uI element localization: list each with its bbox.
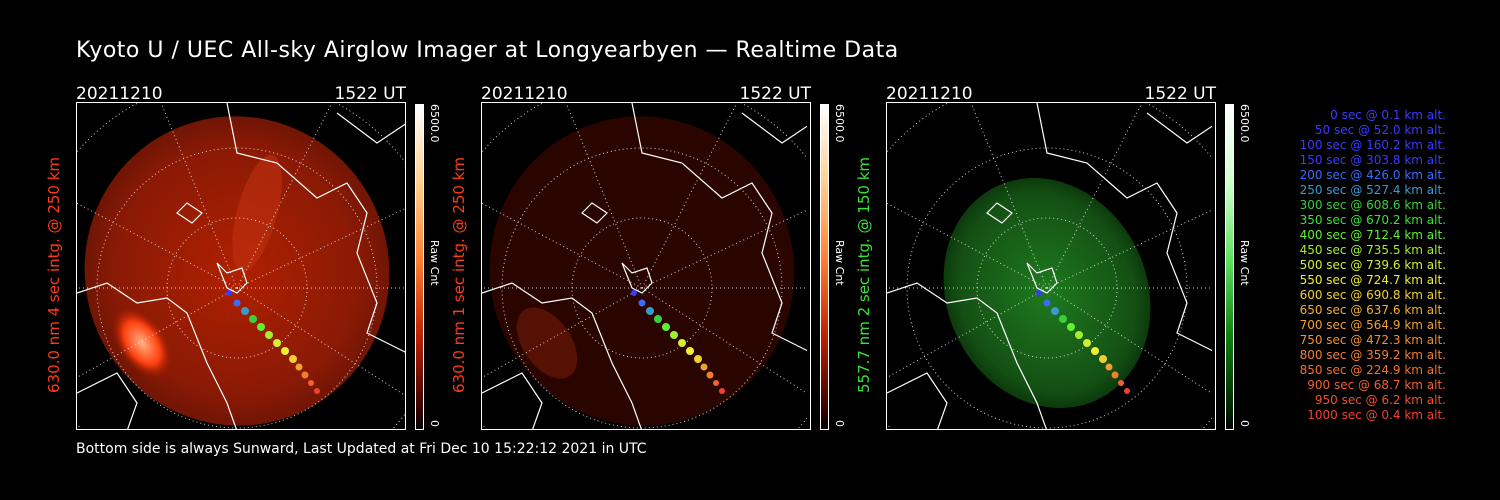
legend-row: 250 sec @ 527.4 km alt. — [1299, 183, 1446, 197]
panel-date: 20211210 — [76, 84, 163, 104]
colorbar-min-label: 0 — [833, 420, 846, 427]
panel-time: 1522 UT — [1144, 84, 1217, 104]
colorbar-min-label: 0 — [428, 420, 441, 427]
panel-time: 1522 UT — [334, 84, 407, 104]
legend-row: 750 sec @ 472.3 km alt. — [1299, 333, 1446, 347]
allsky-image — [886, 102, 1216, 430]
legend-row: 400 sec @ 712.4 km alt. — [1299, 228, 1446, 242]
legend-row: 300 sec @ 608.6 km alt. — [1299, 198, 1446, 212]
legend-row: 0 sec @ 0.1 km alt. — [1330, 108, 1446, 122]
legend-row: 50 sec @ 52.0 km alt. — [1314, 123, 1446, 137]
legend-row: 100 sec @ 160.2 km alt. — [1299, 138, 1446, 152]
airglow-panel-1: 20211210 1522 UT 630.0 nm 4 sec intg. @ … — [45, 80, 476, 440]
colorbar-unit-label: Raw Cnt — [1238, 240, 1251, 286]
colorbar — [820, 104, 829, 430]
legend-row: 350 sec @ 670.2 km alt. — [1299, 213, 1446, 227]
colorbar — [415, 104, 424, 430]
colorbar-max-label: 6500.0 — [1238, 104, 1251, 143]
allsky-image — [76, 102, 406, 430]
legend-row: 200 sec @ 426.0 km alt. — [1299, 168, 1446, 182]
legend-row: 1000 sec @ 0.4 km alt. — [1307, 408, 1446, 422]
colorbar-unit-label: Raw Cnt — [428, 240, 441, 286]
trajectory-legend: 0 sec @ 0.1 km alt. 50 sec @ 52.0 km alt… — [1262, 108, 1446, 423]
allsky-image — [481, 102, 811, 430]
footer-status: Bottom side is always Sunward, Last Upda… — [76, 441, 647, 457]
legend-row: 150 sec @ 303.8 km alt. — [1299, 153, 1446, 167]
airglow-panel-3: 20211210 1522 UT 557.7 nm 2 sec intg. @ … — [855, 80, 1286, 440]
panel-wavelength-label: 630.0 nm 4 sec intg. @ 250 km — [45, 156, 63, 394]
legend-row: 500 sec @ 739.6 km alt. — [1299, 258, 1446, 272]
colorbar-max-label: 6500.0 — [833, 104, 846, 143]
colorbar-max-label: 6500.0 — [428, 104, 441, 143]
panel-wavelength-label: 630.0 nm 1 sec intg. @ 250 km — [450, 156, 468, 394]
panel-date: 20211210 — [481, 84, 568, 104]
legend-row: 800 sec @ 359.2 km alt. — [1299, 348, 1446, 362]
legend-row: 900 sec @ 68.7 km alt. — [1307, 378, 1446, 392]
legend-row: 450 sec @ 735.5 km alt. — [1299, 243, 1446, 257]
page-title: Kyoto U / UEC All-sky Airglow Imager at … — [76, 38, 899, 63]
legend-row: 600 sec @ 690.8 km alt. — [1299, 288, 1446, 302]
colorbar-unit-label: Raw Cnt — [833, 240, 846, 286]
panel-wavelength-label: 557.7 nm 2 sec intg. @ 150 km — [855, 156, 873, 394]
colorbar — [1225, 104, 1234, 430]
airglow-panel-2: 20211210 1522 UT 630.0 nm 1 sec intg. @ … — [450, 80, 881, 440]
panel-time: 1522 UT — [739, 84, 812, 104]
legend-row: 950 sec @ 6.2 km alt. — [1314, 393, 1446, 407]
legend-row: 700 sec @ 564.9 km alt. — [1299, 318, 1446, 332]
panel-date: 20211210 — [886, 84, 973, 104]
legend-row: 850 sec @ 224.9 km alt. — [1299, 363, 1446, 377]
legend-row: 650 sec @ 637.6 km alt. — [1299, 303, 1446, 317]
colorbar-min-label: 0 — [1238, 420, 1251, 427]
legend-row: 550 sec @ 724.7 km alt. — [1299, 273, 1446, 287]
